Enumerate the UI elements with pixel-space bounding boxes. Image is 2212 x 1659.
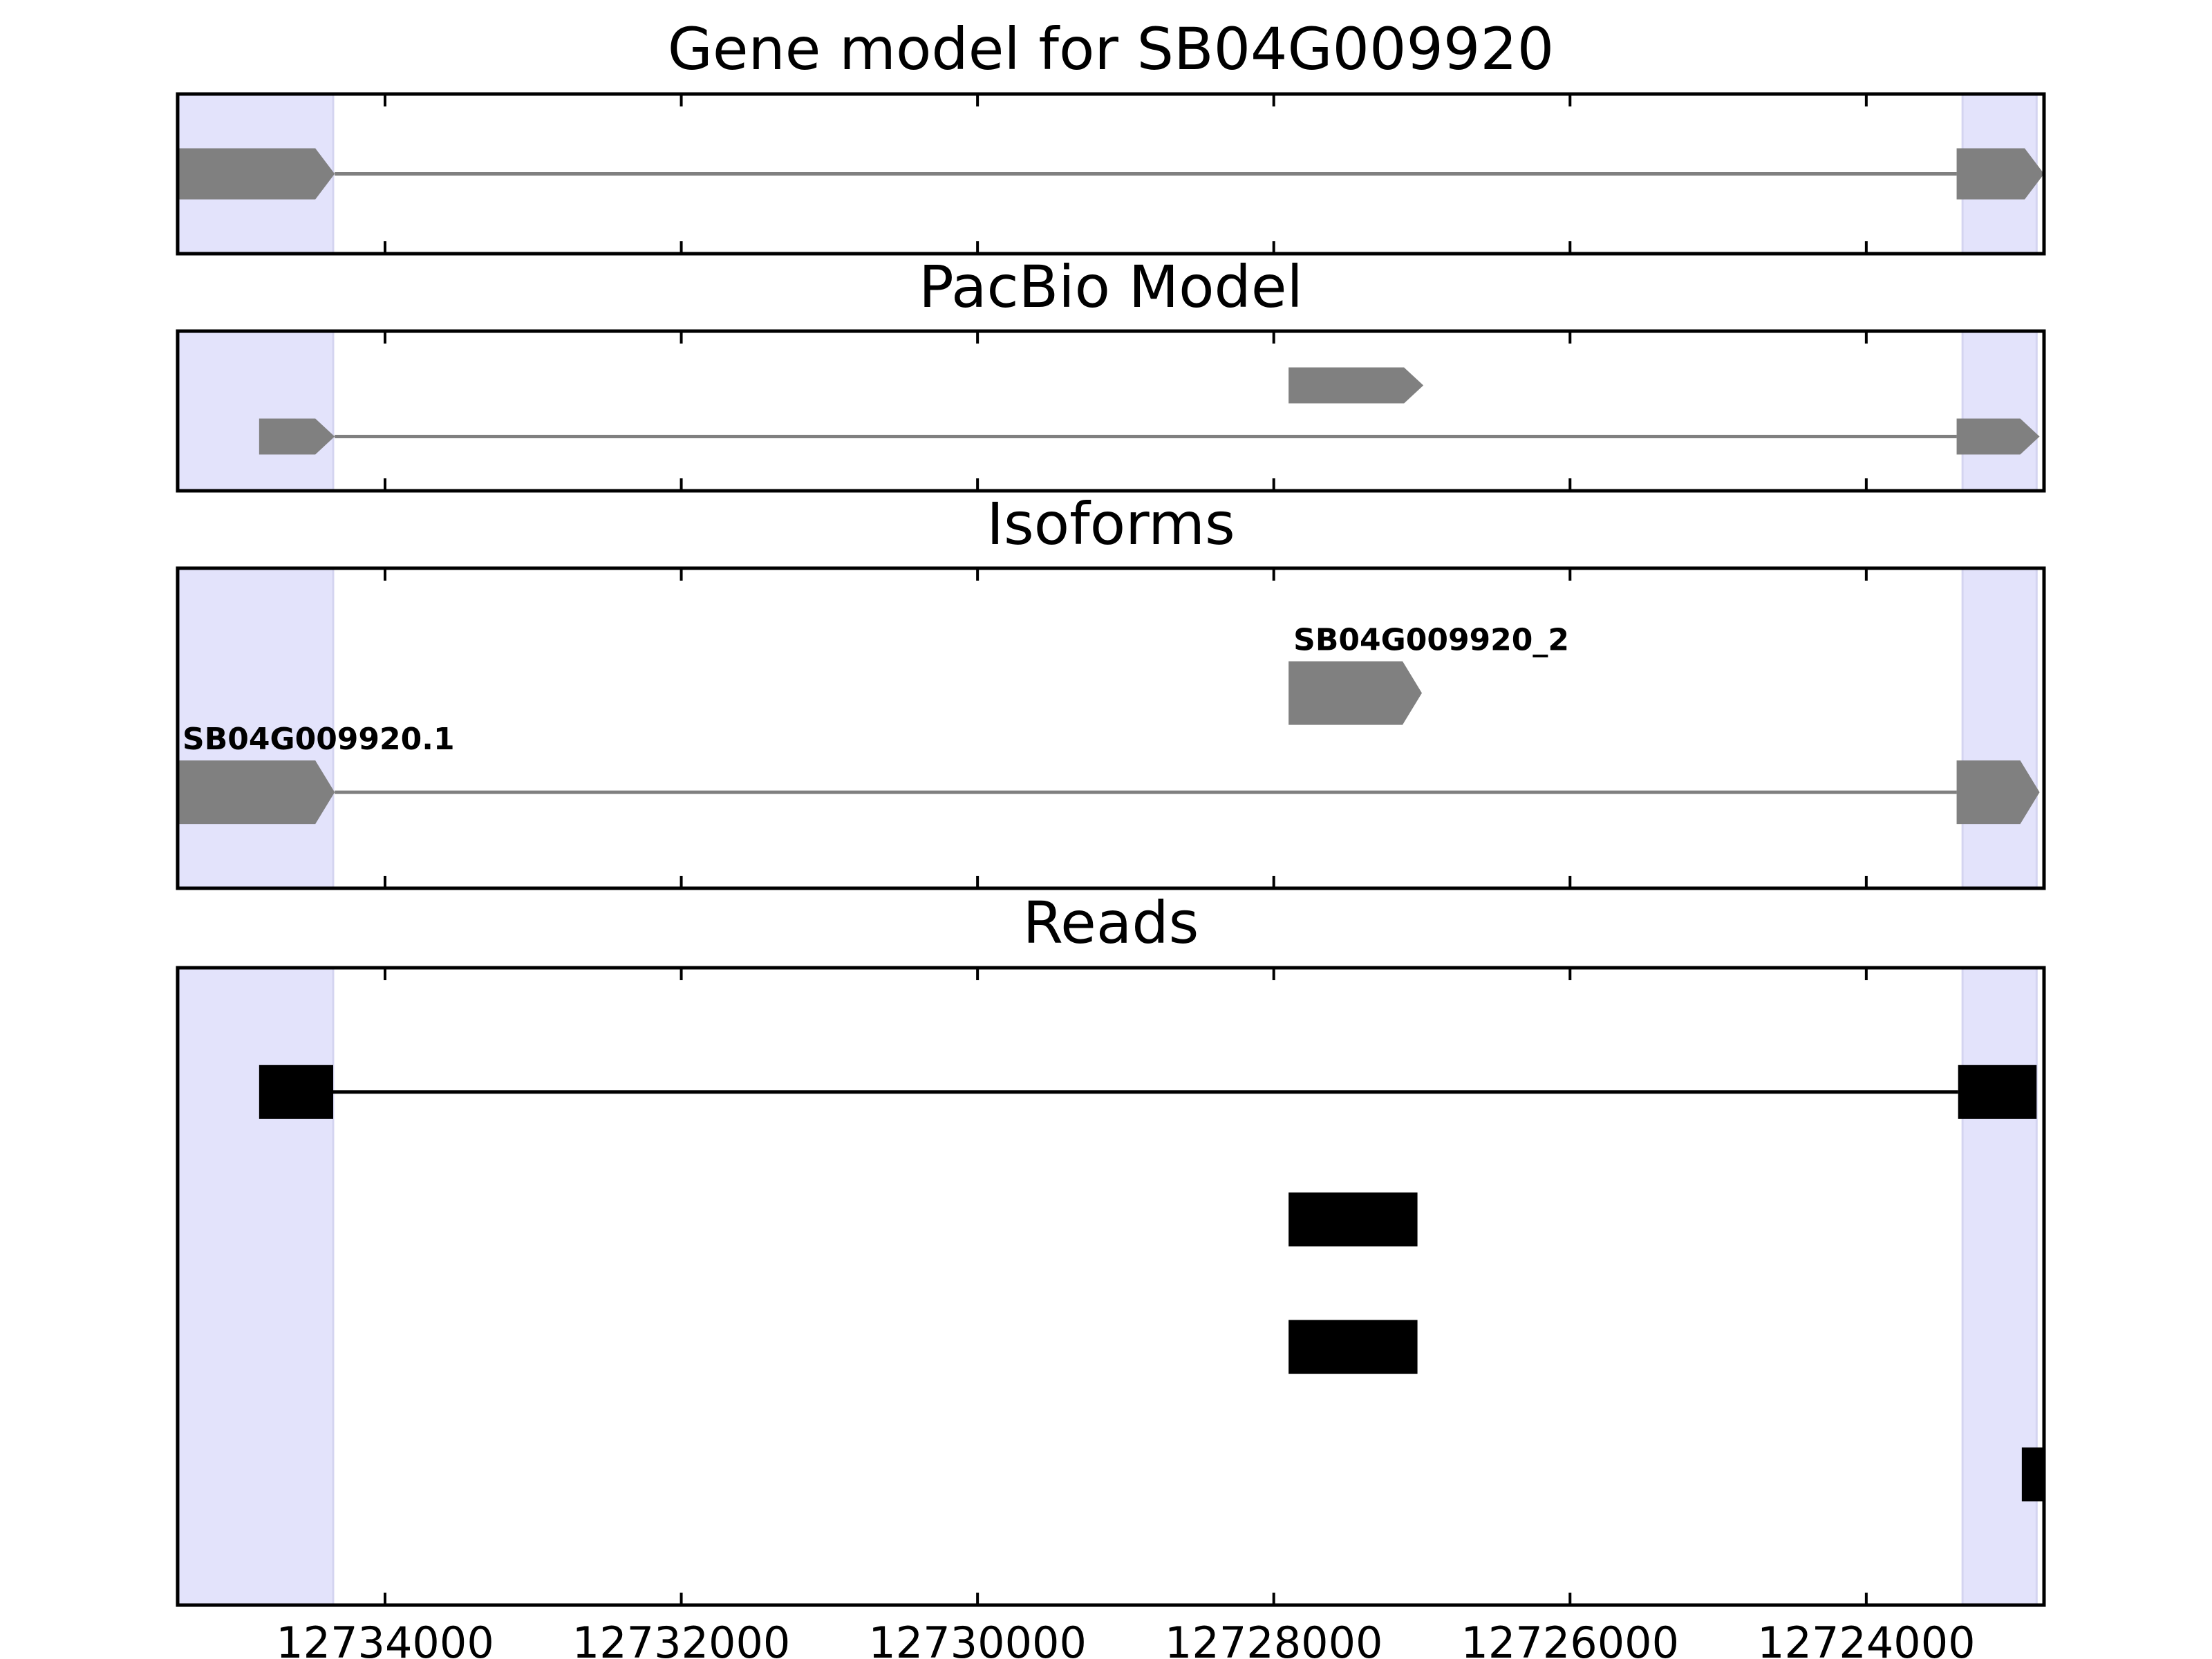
transcript-0: [178, 760, 2040, 825]
read-block: [1288, 1320, 1418, 1374]
panel-title: PacBio Model: [919, 253, 1303, 321]
exon-block: [1956, 148, 2044, 200]
isoform-label: SB04G009920_2: [1293, 623, 1569, 658]
x-tick-label: 12734000: [276, 1618, 494, 1659]
panel-frame: [176, 566, 2046, 890]
panel-frame: [176, 92, 2046, 256]
read-2: [1288, 1320, 1418, 1374]
panel-content: [178, 568, 2040, 888]
read-3: [2021, 1447, 2044, 1501]
x-tick-label: 12724000: [1757, 1618, 1976, 1659]
exon-block: [178, 148, 335, 200]
read-0: [259, 1065, 2037, 1119]
highlight-region: [178, 331, 335, 491]
read-1: [1288, 1192, 1418, 1247]
panel-1: PacBio Model: [176, 253, 2046, 493]
panel-2: SB04G009920.1 SB04G009920_2 Isoforms: [176, 490, 2046, 890]
highlight-region: [178, 568, 335, 888]
read-block: [259, 1065, 333, 1119]
isoform-label: SB04G009920.1: [182, 722, 455, 757]
exon-block: [1288, 367, 1424, 404]
transcript-1: [1288, 367, 1424, 404]
read-block: [2021, 1447, 2044, 1501]
panel-content: [178, 968, 2044, 1605]
transcript-1: [1288, 661, 1422, 725]
panel-3: Reads 12734000 12732000 12730000 12728000 127…: [176, 889, 2046, 1659]
read-block: [1958, 1065, 2037, 1119]
panel-0: Gene model for SB04G009920: [176, 15, 2046, 256]
x-tick-label: 12726000: [1461, 1618, 1679, 1659]
panel-frame: [176, 329, 2046, 493]
exon-block: [259, 418, 335, 455]
panel-content: [178, 331, 2040, 491]
x-tick-label: 12732000: [572, 1618, 791, 1659]
panel-title: Gene model for SB04G009920: [668, 15, 1554, 83]
highlight-region: [1961, 331, 2038, 491]
panel-title: Reads: [1023, 889, 1199, 957]
exon-block: [1956, 418, 2040, 455]
panel-title: Isoforms: [986, 490, 1235, 558]
highlight-region: [178, 968, 335, 1605]
panel-content: [178, 94, 2044, 254]
exon-block: [1288, 661, 1422, 725]
highlight-region: [1961, 568, 2038, 888]
x-tick-label: 12728000: [1165, 1618, 1383, 1659]
x-tick-label: 12730000: [868, 1618, 1087, 1659]
read-block: [1288, 1192, 1418, 1247]
transcript-0: [178, 148, 2044, 200]
panel-frame: [176, 966, 2046, 1607]
exon-block: [1956, 760, 2040, 825]
transcript-0: [259, 418, 2040, 455]
exon-block: [178, 760, 335, 825]
highlight-region: [1961, 968, 2038, 1605]
panels-group: Gene model for SB04G009920 PacBio Model SB…: [176, 15, 2046, 1659]
